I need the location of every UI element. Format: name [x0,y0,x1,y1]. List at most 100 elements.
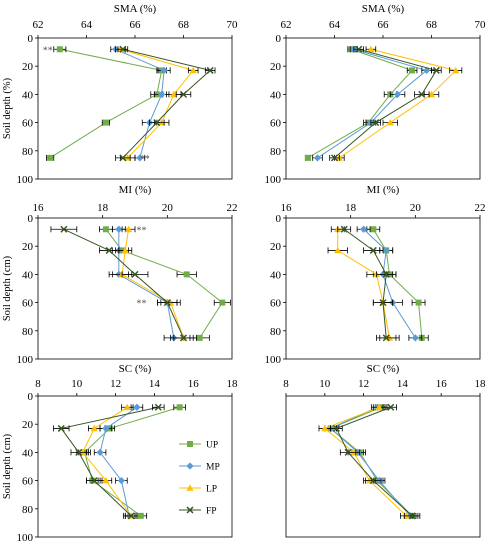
x-tick-label: 68 [426,19,438,31]
marker-fp [186,506,194,514]
x-tick-label: 8 [35,378,41,390]
marker-fp [332,424,340,432]
series-up [324,404,419,519]
legend-entry-fp: FP [179,506,217,517]
y-tick-label: 40 [22,89,34,101]
series-line [334,48,438,159]
marker-up [176,404,183,411]
y-tick-label: 40 [270,89,282,101]
series-line [49,48,163,159]
series-fp [53,403,165,520]
y-tick-label: 100 [265,174,282,186]
chart-title: MI (%) [367,184,400,196]
chart-title: MI (%) [119,184,152,196]
series-line [317,48,428,159]
marker-fp [382,270,390,278]
series-lp [111,225,194,341]
y-tick-label: 0 [276,213,282,225]
marker-fp [382,334,390,342]
marker-up [187,441,193,447]
y-tick-label: 20 [270,61,282,73]
x-tick-label: 16 [33,202,45,214]
x-tick-label: 14 [149,378,161,390]
series-line [343,228,387,338]
significance-annotation: ** [136,225,146,236]
panel-mi-left: MI (%) 16 18 20 22 0 20 40 60 80 100 Soil depth (cm… [2,184,238,366]
marker-up [370,226,377,233]
marker-lp [170,90,178,98]
panel-mi-right: MI (%) 16 18 20 22 0 20 40 60 80 100 [265,184,486,366]
marker-up [183,271,190,278]
significance-annotation: ** [140,154,150,165]
series-fp [337,225,397,342]
y-tick-label: 0 [276,33,282,45]
marker-mp [411,334,419,342]
marker-fp [369,246,377,254]
marker-up [219,299,226,306]
y-tick-label: 100 [265,354,282,366]
significance-annotation: ** [43,45,53,56]
plot-frame [285,395,481,538]
marker-fp [105,246,113,254]
y-tick-label: 60 [22,298,34,310]
x-tick-label: 18 [227,378,239,390]
marker-fp [90,477,98,485]
marker-fp [131,270,139,278]
series-fp [50,225,197,342]
significance-annotation: ** [136,299,146,310]
y-axis-label: Soil depth (%) [2,77,13,139]
marker-lp [90,424,98,432]
marker-fp [432,66,440,74]
marker-fp [153,119,161,127]
x-tick-label: 64 [81,19,93,31]
marker-lp [334,246,342,254]
x-tick-label: 20 [162,202,174,214]
marker-up [47,154,54,161]
marker-mp [96,448,104,456]
x-tick-label: 62 [281,19,292,31]
y-tick-label: 20 [22,61,34,73]
marker-lp [121,246,129,254]
x-tick-label: 12 [110,378,121,390]
marker-fp [355,45,363,53]
marker-lp [386,119,394,126]
marker-lp [124,225,133,233]
marker-fp [154,403,162,411]
plot-frame [285,217,481,360]
marker-fp [387,403,395,411]
marker-fp [369,477,377,485]
marker-up [137,512,144,519]
marker-mp [393,90,402,98]
chart-title: SMA (%) [114,3,157,15]
legend-entry-mp: MP [179,462,220,473]
x-tick-label: 66 [378,19,390,31]
series-line [60,406,159,517]
marker-lp [189,66,197,74]
x-tick-label: 16 [188,378,200,390]
y-tick-label: 80 [22,504,34,516]
legend-entry-up: UP [179,441,218,451]
y-tick-label: 80 [22,326,34,338]
marker-mp [133,403,141,411]
x-tick-label: 14 [397,378,409,390]
series-line [335,406,413,517]
marker-fp [179,90,188,98]
marker-fp [127,512,135,520]
marker-lp [102,477,110,484]
marker-fp [179,334,188,342]
marker-fp [119,154,127,162]
marker-fp [75,448,83,456]
panel-sma-left: SMA (%) 62 64 66 68 70 0 20 40 60 80 100 Soil depth … [2,3,238,186]
marker-fp [60,225,68,233]
series-fp [329,45,442,162]
panel-sc-right: SC (%) 8 10 12 14 16 18 [283,363,486,538]
marker-mp [117,477,126,485]
marker-fp [163,299,171,307]
marker-lp [321,424,329,432]
series-line [63,228,184,339]
series-up [99,226,231,341]
series-line [307,48,413,159]
x-tick-label: 22 [227,202,238,214]
marker-lp [367,45,375,53]
plot-frame [37,217,233,360]
